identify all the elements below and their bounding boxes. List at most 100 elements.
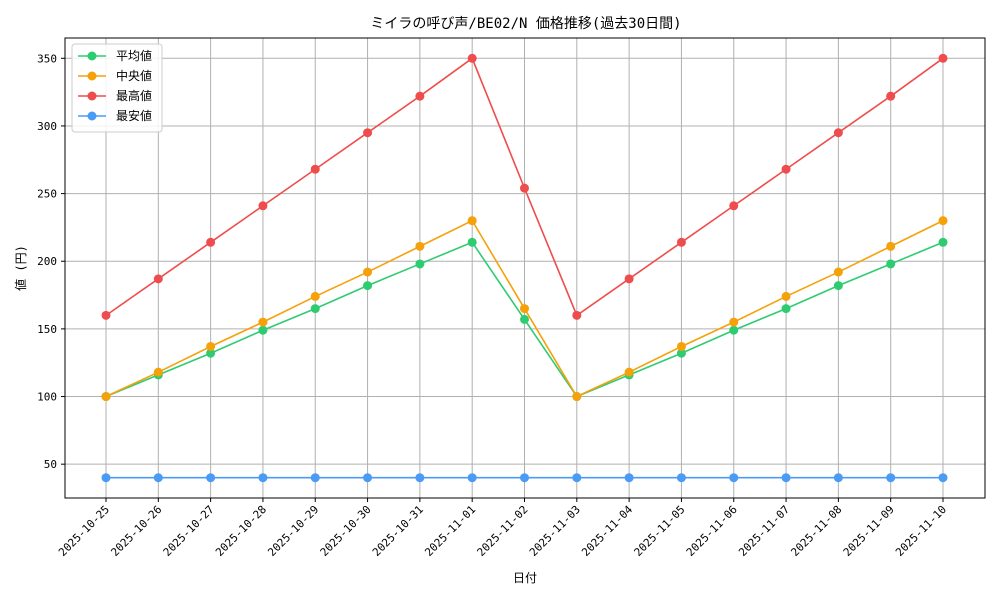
x-tick-label: 2025-11-09 bbox=[841, 503, 897, 559]
data-point bbox=[833, 473, 843, 483]
data-point bbox=[520, 314, 529, 324]
y-axis-ticks: 50 100 150 200 250 300 350 bbox=[37, 52, 65, 471]
data-point bbox=[415, 91, 425, 101]
data-point bbox=[258, 473, 268, 483]
data-point bbox=[729, 201, 739, 211]
data-point bbox=[520, 304, 529, 314]
data-point bbox=[624, 367, 634, 377]
x-tick-label: 2025-11-08 bbox=[788, 503, 844, 559]
data-point bbox=[258, 317, 268, 327]
data-point bbox=[415, 473, 425, 483]
x-tick-label: 2025-11-04 bbox=[579, 503, 635, 559]
data-point bbox=[572, 473, 582, 483]
data-point bbox=[363, 473, 373, 483]
legend-item: 最高値 bbox=[78, 88, 152, 103]
data-point bbox=[520, 473, 529, 483]
data-point bbox=[206, 341, 216, 351]
data-point bbox=[258, 325, 268, 335]
legend-label: 最高値 bbox=[116, 88, 152, 103]
x-tick-label: 2025-10-28 bbox=[213, 503, 269, 559]
data-point bbox=[938, 216, 948, 226]
x-tick-label: 2025-10-30 bbox=[318, 503, 374, 559]
data-point bbox=[467, 473, 477, 483]
data-point bbox=[206, 348, 216, 358]
data-point bbox=[467, 53, 477, 63]
series-2 bbox=[101, 53, 948, 320]
data-point bbox=[415, 241, 425, 251]
x-tick-label: 2025-10-27 bbox=[161, 503, 217, 559]
data-point bbox=[101, 473, 111, 483]
data-point bbox=[153, 367, 163, 377]
y-tick-label: 200 bbox=[37, 255, 57, 268]
x-axis-label: 日付 bbox=[513, 571, 537, 585]
legend-marker bbox=[87, 111, 97, 121]
data-point bbox=[363, 281, 373, 291]
data-point bbox=[206, 473, 216, 483]
data-point bbox=[729, 473, 739, 483]
legend-label: 中央値 bbox=[116, 68, 152, 83]
x-tick-label: 2025-11-01 bbox=[422, 503, 478, 559]
chart-title: ミイラの呼び声/BE02/N 価格推移(過去30日間) bbox=[370, 16, 681, 32]
y-axis-label: 値 (円) bbox=[13, 245, 28, 291]
data-point bbox=[938, 237, 948, 247]
data-point bbox=[310, 291, 320, 301]
x-tick-label: 2025-10-31 bbox=[370, 503, 426, 559]
data-point bbox=[886, 91, 896, 101]
data-point bbox=[938, 473, 948, 483]
legend-marker bbox=[87, 91, 97, 101]
y-tick-label: 100 bbox=[37, 391, 57, 404]
data-point bbox=[153, 473, 163, 483]
series-3 bbox=[101, 473, 948, 483]
data-point bbox=[676, 473, 686, 483]
legend-marker bbox=[87, 51, 97, 61]
data-point bbox=[781, 164, 791, 174]
data-point bbox=[363, 267, 373, 277]
x-tick-label: 2025-11-07 bbox=[736, 503, 792, 559]
data-point bbox=[363, 128, 373, 138]
data-point bbox=[624, 473, 634, 483]
data-point bbox=[572, 392, 582, 402]
x-tick-label: 2025-10-26 bbox=[108, 503, 164, 559]
data-point bbox=[781, 291, 791, 301]
x-tick-label: 2025-10-29 bbox=[265, 503, 321, 559]
x-tick-label: 2025-11-02 bbox=[475, 503, 531, 559]
legend-label: 平均値 bbox=[116, 48, 152, 63]
x-tick-label: 2025-11-06 bbox=[684, 503, 740, 559]
data-point bbox=[886, 241, 896, 251]
data-point bbox=[676, 348, 686, 358]
series-1 bbox=[101, 216, 948, 402]
data-point bbox=[833, 267, 843, 277]
data-point bbox=[676, 237, 686, 247]
data-point bbox=[886, 259, 896, 269]
legend-box bbox=[71, 43, 163, 133]
y-tick-label: 50 bbox=[44, 458, 57, 471]
data-point bbox=[624, 274, 634, 284]
legend-item: 平均値 bbox=[78, 48, 152, 63]
data-point bbox=[101, 392, 111, 402]
x-tick-label: 2025-10-25 bbox=[56, 503, 112, 559]
legend-label: 最安値 bbox=[116, 108, 152, 123]
data-point bbox=[676, 341, 686, 351]
series-lines bbox=[101, 53, 948, 483]
data-point bbox=[729, 317, 739, 327]
legend-item: 最安値 bbox=[78, 108, 152, 123]
y-tick-label: 350 bbox=[37, 52, 57, 65]
x-tick-label: 2025-11-03 bbox=[527, 503, 583, 559]
data-point bbox=[153, 274, 163, 284]
data-point bbox=[310, 304, 320, 314]
data-point bbox=[938, 53, 948, 63]
y-tick-label: 300 bbox=[37, 120, 57, 133]
data-point bbox=[310, 164, 320, 174]
data-point bbox=[886, 473, 896, 483]
legend-item: 中央値 bbox=[78, 68, 152, 83]
data-point bbox=[572, 310, 582, 320]
data-point bbox=[833, 128, 843, 138]
x-tick-label: 2025-11-10 bbox=[893, 503, 949, 559]
data-point bbox=[467, 237, 477, 247]
y-tick-label: 250 bbox=[37, 188, 57, 201]
data-point bbox=[833, 281, 843, 291]
data-point bbox=[101, 310, 111, 320]
x-axis-ticks: 2025-10-252025-10-262025-10-272025-10-28… bbox=[56, 498, 949, 559]
